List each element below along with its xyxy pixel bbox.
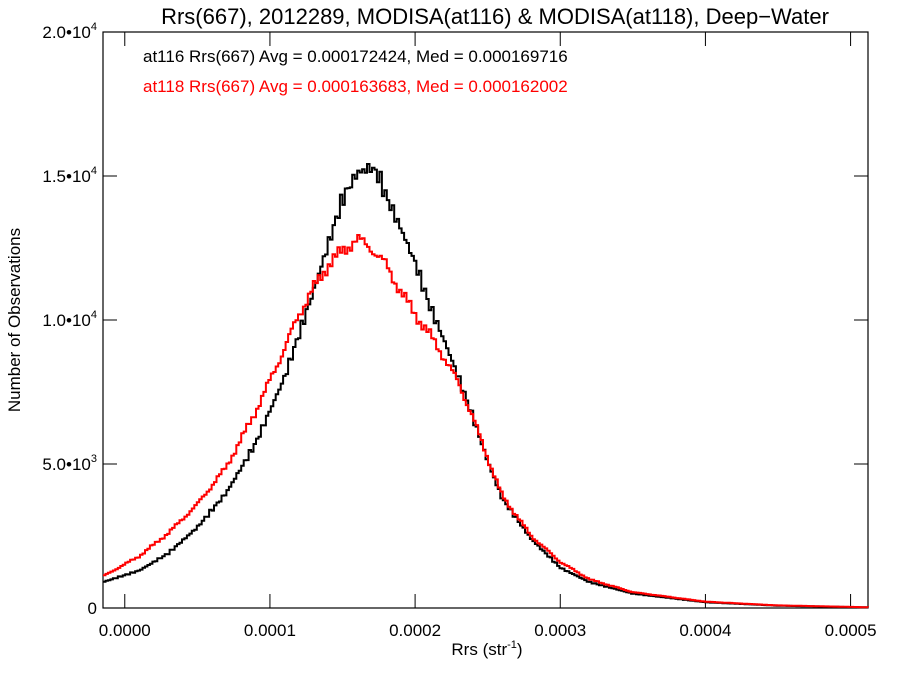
x-tick-label: 0.0001	[244, 621, 296, 640]
x-tick-label: 0.0005	[825, 621, 877, 640]
plot-frame	[102, 31, 869, 609]
x-tick-label: 0.0000	[99, 621, 151, 640]
axis-ticks: 0.0000 0.0001 0.0002 0.0003 0.0004 0.0005 0 5.0…	[42, 21, 876, 640]
x-axis-label: Rrs (str-1)	[451, 639, 522, 659]
stat-text-at118: at118 Rrs(667) Avg = 0.000163683, Med = …	[143, 77, 568, 96]
y-tick-label: 2.0•104	[42, 21, 97, 42]
y-axis-label: Number of Observations	[5, 228, 24, 412]
y-tick-label: 1.0•104	[42, 309, 97, 330]
chart-title: Rrs(667), 2012289, MODISA(at116) & MODIS…	[161, 4, 829, 29]
series-layer	[103, 163, 869, 609]
y-tick-label: 5.0•103	[42, 453, 97, 474]
x-tick-label: 0.0002	[389, 621, 441, 640]
x-tick-label: 0.0003	[534, 621, 586, 640]
y-tick-label: 0	[88, 599, 97, 618]
y-tick-label: 1.5•104	[42, 165, 97, 186]
stat-text-at116: at116 Rrs(667) Avg = 0.000172424, Med = …	[143, 47, 568, 66]
x-tick-label: 0.0004	[679, 621, 731, 640]
series-at118-histogram	[103, 234, 869, 609]
series-at116-histogram	[103, 163, 868, 609]
